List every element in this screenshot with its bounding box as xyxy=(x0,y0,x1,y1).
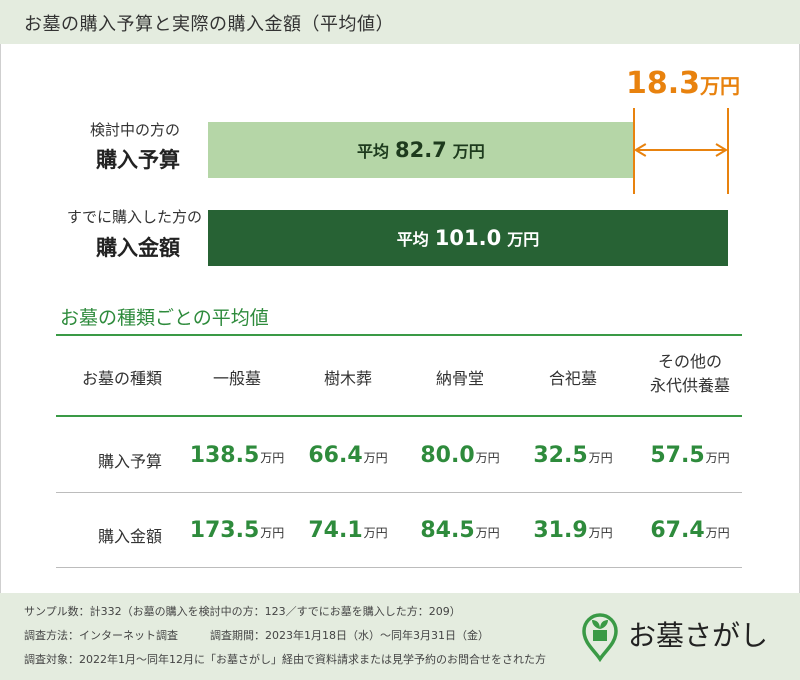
footer-sample: サンプル数：計332（お墓の購入を検討中の方：123／すでにお墓を購入した方：2… xyxy=(24,605,461,618)
cell-budget-0-value: 138.5 xyxy=(189,443,260,468)
bar-actual-unit: 万円 xyxy=(507,230,540,249)
bar-budget-value: 82.7 xyxy=(394,138,447,162)
col-4-line2: 永代供養墓 xyxy=(649,376,730,395)
cell-budget-2-unit: 万円 xyxy=(475,451,500,465)
bar-actual-value: 101.0 xyxy=(434,226,502,250)
page-title: お墓の購入予算と実際の購入金額（平均値） xyxy=(24,14,394,35)
cell-budget-3-unit: 万円 xyxy=(588,451,613,465)
brand-name: お墓さがし xyxy=(628,619,769,652)
cell-actual-3-unit: 万円 xyxy=(588,526,613,540)
footer-method: 調査方法：インターネット調査 xyxy=(24,629,178,642)
cell-budget-1: 66.4万円 xyxy=(292,443,404,468)
difference-unit: 万円 xyxy=(700,74,741,98)
cell-actual-4-unit: 万円 xyxy=(705,526,730,540)
bar-budget: 平均 82.7 万円 xyxy=(208,122,634,178)
cell-budget-2-value: 80.0 xyxy=(420,443,475,468)
cell-budget-3-value: 32.5 xyxy=(533,443,588,468)
table-title: お墓の種類ごとの平均値 xyxy=(60,307,269,329)
budget-label-small: 検討中の方の xyxy=(89,121,180,139)
table-header-type: お墓の種類 xyxy=(81,369,162,388)
cell-budget-3: 32.5万円 xyxy=(516,443,630,468)
leaf-pin-logo-icon xyxy=(582,613,618,662)
cell-actual-2: 84.5万円 xyxy=(404,518,516,543)
row-label-actual: 購入金額 xyxy=(97,527,162,546)
title-bar: お墓の購入予算と実際の購入金額（平均値） xyxy=(0,0,800,44)
difference-value: 18.3 xyxy=(626,66,701,101)
table-row-divider xyxy=(56,492,742,493)
difference-left-line xyxy=(632,108,635,194)
table-bottom-divider xyxy=(56,567,742,568)
bar-budget-unit: 万円 xyxy=(452,142,485,161)
cell-actual-3: 31.9万円 xyxy=(516,518,630,543)
cell-budget-4: 57.5万円 xyxy=(630,443,750,468)
cell-actual-4: 67.4万円 xyxy=(630,518,750,543)
budget-label-big: 購入予算 xyxy=(96,148,180,172)
actual-label-big: 購入金額 xyxy=(96,236,180,260)
cell-budget-4-value: 57.5 xyxy=(650,443,705,468)
bar-actual: 平均 101.0 万円 xyxy=(208,210,728,266)
bar-actual-prefix: 平均 xyxy=(396,230,429,249)
cell-actual-2-value: 84.5 xyxy=(420,518,475,543)
cell-budget-1-value: 66.4 xyxy=(308,443,363,468)
difference-arrow-icon xyxy=(633,143,728,157)
table-header-col-1: 樹木葬 xyxy=(292,367,404,391)
bar-budget-text: 平均 82.7 万円 xyxy=(357,138,485,162)
cell-budget-0: 138.5万円 xyxy=(182,443,292,468)
cell-actual-0: 173.5万円 xyxy=(182,518,292,543)
cell-actual-2-unit: 万円 xyxy=(475,526,500,540)
col-1-line1: 樹木葬 xyxy=(323,369,372,388)
table-title-underline xyxy=(56,334,742,336)
cell-budget-0-unit: 万円 xyxy=(260,451,285,465)
cell-actual-3-value: 31.9 xyxy=(533,518,588,543)
col-2-line1: 納骨堂 xyxy=(435,369,484,388)
actual-label-small: すでに購入した方の xyxy=(66,208,202,226)
col-3-line1: 合祀墓 xyxy=(548,369,597,388)
footer: サンプル数：計332（お墓の購入を検討中の方：123／すでにお墓を購入した方：2… xyxy=(0,593,800,680)
table-header-divider xyxy=(56,415,742,417)
cell-actual-0-unit: 万円 xyxy=(260,526,285,540)
footer-target: 調査対象：2022年1月〜同年12月に「お墓さがし」経由で資料請求または見学予約… xyxy=(24,653,546,666)
cell-actual-1-unit: 万円 xyxy=(363,526,388,540)
table-header-col-4: その他の 永代供養墓 xyxy=(630,350,750,398)
col-4-line1: その他の xyxy=(657,352,722,371)
cell-budget-4-unit: 万円 xyxy=(705,451,730,465)
table-header-col-3: 合祀墓 xyxy=(516,367,630,391)
difference-label: 18.3万円 xyxy=(626,66,740,101)
footer-period: 調査期間：2023年1月18日（水）〜同年3月31日（金） xyxy=(210,629,489,642)
table-header-col-0: 一般墓 xyxy=(182,367,292,391)
difference-arrow-head-right xyxy=(715,143,728,157)
difference-arrow-head-left xyxy=(633,143,647,157)
cell-actual-0-value: 173.5 xyxy=(189,518,260,543)
bar-actual-text: 平均 101.0 万円 xyxy=(397,226,539,250)
cell-actual-1: 74.1万円 xyxy=(292,518,404,543)
cell-budget-2: 80.0万円 xyxy=(404,443,516,468)
table-header-col-2: 納骨堂 xyxy=(404,367,516,391)
bar-budget-prefix: 平均 xyxy=(356,142,389,161)
difference-right-line xyxy=(727,108,729,194)
row-label-budget: 購入予算 xyxy=(97,452,162,471)
cell-actual-1-value: 74.1 xyxy=(308,518,363,543)
cell-budget-1-unit: 万円 xyxy=(363,451,388,465)
col-0-line1: 一般墓 xyxy=(212,369,261,388)
cell-actual-4-value: 67.4 xyxy=(650,518,705,543)
